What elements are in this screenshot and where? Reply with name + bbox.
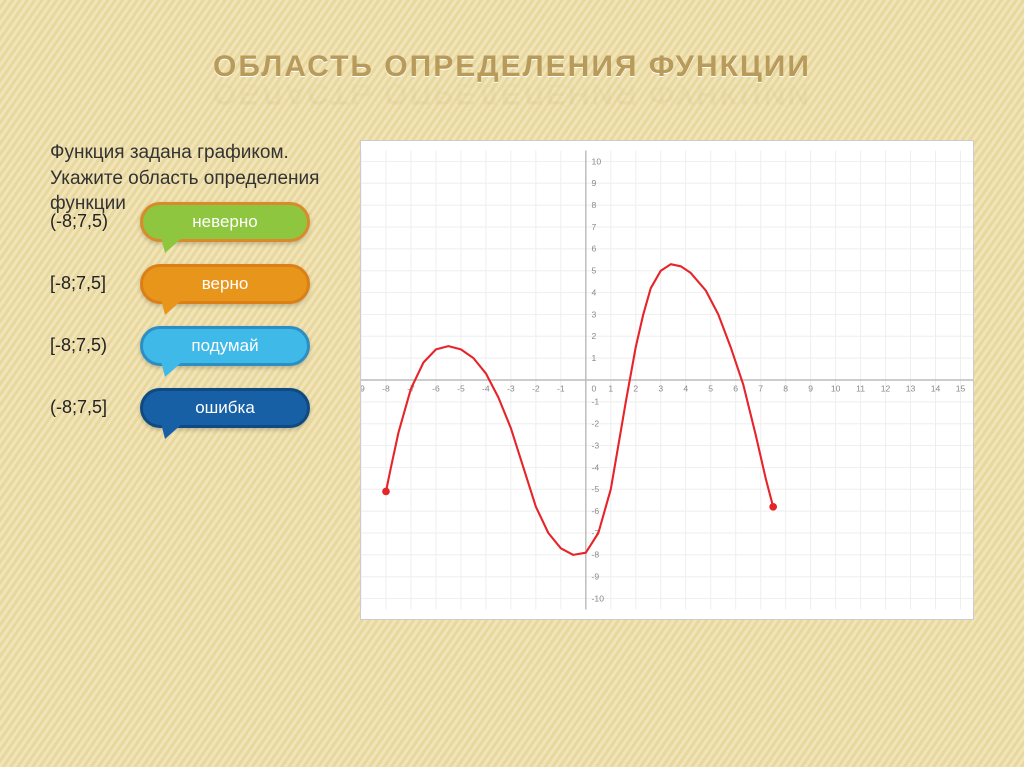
svg-text:6: 6 [733,383,738,393]
svg-text:-6: -6 [432,383,440,393]
svg-text:-5: -5 [457,383,465,393]
svg-text:0: 0 [592,383,597,393]
svg-text:6: 6 [592,244,597,254]
svg-text:-1: -1 [592,397,600,407]
left-column: Функция задана графиком. Укажите область… [50,140,350,620]
feedback-text: ошибка [195,398,255,418]
svg-text:7: 7 [758,383,763,393]
svg-text:11: 11 [856,383,865,393]
answer-list: (-8;7,5) неверно [-8;7,5] верно [-8;7,5) поду… [50,202,350,428]
svg-text:-2: -2 [592,419,600,429]
svg-text:-3: -3 [592,440,600,450]
feedback-bubble: ошибка [140,388,310,428]
chart-area: -9-8-7-6-5-4-3-2-1123456789101112131415-… [360,140,974,620]
svg-text:2: 2 [633,383,638,393]
feedback-text: верно [202,274,249,294]
svg-text:-8: -8 [382,383,390,393]
svg-text:8: 8 [592,200,597,210]
svg-text:5: 5 [592,266,597,276]
svg-text:15: 15 [956,383,966,393]
svg-text:13: 13 [906,383,916,393]
svg-text:5: 5 [708,383,713,393]
svg-text:-6: -6 [592,506,600,516]
svg-text:-4: -4 [482,383,490,393]
svg-text:2: 2 [592,331,597,341]
feedback-bubble: подумай [140,326,310,366]
svg-text:7: 7 [592,222,597,232]
svg-text:14: 14 [931,383,941,393]
svg-text:12: 12 [881,383,891,393]
feedback-bubble: неверно [140,202,310,242]
svg-text:-3: -3 [507,383,515,393]
svg-text:-1: -1 [557,383,565,393]
chart-svg: -9-8-7-6-5-4-3-2-1123456789101112131415-… [361,141,973,619]
svg-text:9: 9 [808,383,813,393]
svg-text:4: 4 [592,287,597,297]
svg-text:-9: -9 [592,572,600,582]
svg-text:1: 1 [608,383,613,393]
svg-text:1: 1 [592,353,597,363]
answer-label[interactable]: [-8;7,5] [50,273,130,294]
svg-text:-9: -9 [361,383,365,393]
feedback-text: подумай [191,336,258,356]
svg-text:-10: -10 [592,593,605,603]
svg-text:10: 10 [592,156,602,166]
svg-text:-5: -5 [592,484,600,494]
svg-text:-4: -4 [592,462,600,472]
title-wrap: ОБЛАСТЬ ОПРЕДЕЛЕНИЯ ФУНКЦИИ ОБЛАСТЬ ОПРЕ… [20,50,1004,110]
svg-text:4: 4 [683,383,688,393]
svg-text:3: 3 [658,383,663,393]
svg-text:10: 10 [831,383,841,393]
feedback-bubble: верно [140,264,310,304]
svg-text:9: 9 [592,178,597,188]
svg-text:-8: -8 [592,550,600,560]
slide: ОБЛАСТЬ ОПРЕДЕЛЕНИЯ ФУНКЦИИ ОБЛАСТЬ ОПРЕ… [0,0,1024,767]
title-reflection: ОБЛАСТЬ ОПРЕДЕЛЕНИЯ ФУНКЦИИ [20,76,1004,110]
answer-label[interactable]: (-8;7,5) [50,211,130,232]
svg-text:3: 3 [592,309,597,319]
svg-text:8: 8 [783,383,788,393]
content: Функция задана графиком. Укажите область… [20,140,1004,620]
answer-label[interactable]: (-8;7,5] [50,397,130,418]
answer-label[interactable]: [-8;7,5) [50,335,130,356]
answer-row: [-8;7,5) подумай [50,326,350,366]
answer-row: [-8;7,5] верно [50,264,350,304]
feedback-text: неверно [192,212,257,232]
svg-text:-2: -2 [532,383,540,393]
answer-row: (-8;7,5] ошибка [50,388,350,428]
